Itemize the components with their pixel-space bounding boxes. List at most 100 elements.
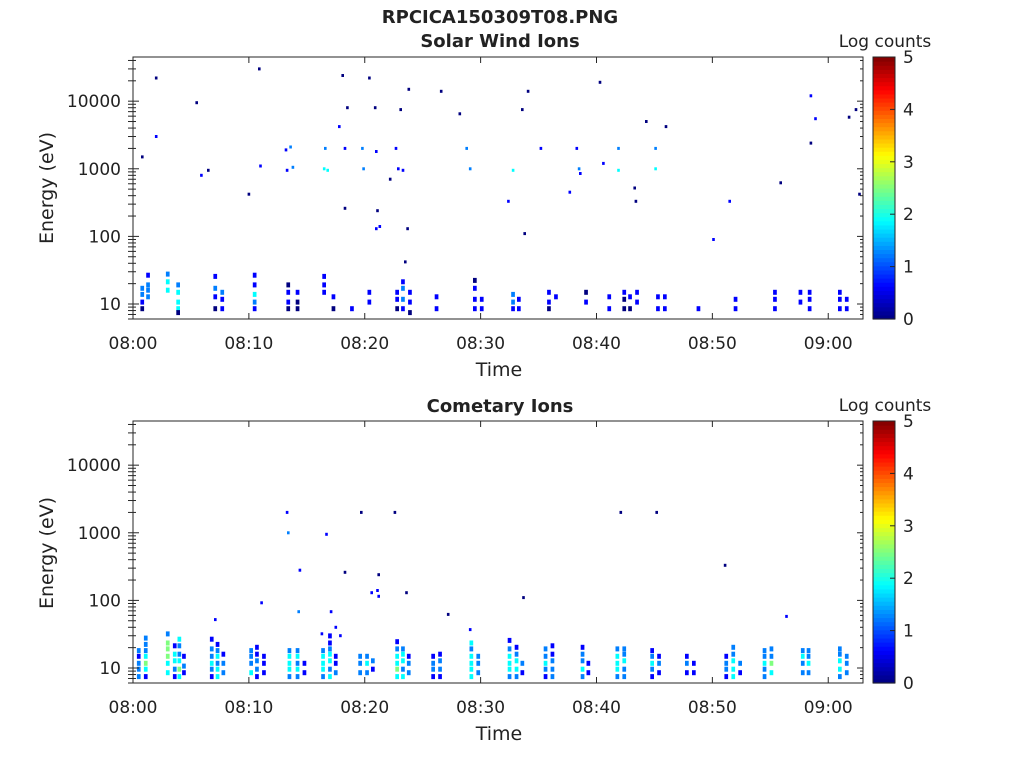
cometary-cell bbox=[731, 644, 736, 650]
cometary-axes: 08:00 08:10 08:20 08:30 08:40 08:50 09:00 10 100… bbox=[67, 420, 864, 718]
cometary-cell bbox=[431, 653, 435, 659]
solar-wind-xtick-label: 08:00 bbox=[109, 334, 158, 354]
cometary-colorbar-band bbox=[873, 482, 895, 488]
solar-wind-xtick-label: 08:50 bbox=[688, 334, 737, 354]
solar-wind-cell bbox=[395, 306, 399, 312]
solar-wind-colorbar-band bbox=[873, 147, 895, 152]
solar-wind-colorbar-band bbox=[873, 73, 895, 79]
solar-wind-cell bbox=[656, 294, 660, 300]
solar-wind-point bbox=[568, 190, 572, 194]
solar-wind-point bbox=[141, 155, 144, 159]
cometary-colorbar-band bbox=[873, 629, 895, 635]
solar-wind-point bbox=[847, 115, 851, 119]
solar-wind-point bbox=[617, 146, 620, 150]
cometary-point bbox=[285, 510, 289, 514]
cometary-cell bbox=[365, 660, 369, 666]
cometary-colorbar-band bbox=[873, 527, 895, 533]
solar-wind-colorbar-label: 1 bbox=[903, 258, 914, 278]
solar-wind-colorbar-band bbox=[873, 118, 895, 124]
solar-wind-colorbar-band bbox=[873, 204, 895, 210]
cometary-cell bbox=[365, 653, 369, 659]
cometary-ytick-label: 100 bbox=[89, 591, 121, 611]
cometary-cell bbox=[255, 651, 259, 657]
cometary-cell bbox=[287, 666, 292, 672]
solar-wind-colorbar-band bbox=[873, 130, 895, 136]
cometary-cell bbox=[580, 651, 585, 657]
cometary-cell bbox=[550, 674, 555, 680]
cometary-colorbar-band bbox=[873, 658, 895, 664]
solar-wind-point bbox=[526, 89, 530, 93]
solar-wind-point bbox=[634, 199, 638, 203]
cometary-cell bbox=[580, 674, 585, 680]
solar-wind-colorbar-band bbox=[873, 138, 895, 144]
cometary-cell bbox=[685, 653, 689, 659]
solar-wind-point bbox=[289, 145, 292, 149]
cometary-colorbar-label: 2 bbox=[903, 569, 914, 589]
cometary-cell bbox=[514, 666, 519, 672]
cometary-panel: Cometary Ions 08:00 08:10 08:20 08:30 08:40 0… bbox=[36, 396, 931, 745]
solar-wind-point bbox=[343, 146, 347, 150]
cometary-colorbar-band bbox=[873, 678, 895, 684]
cometary-cell bbox=[287, 653, 292, 659]
cometary-cell bbox=[550, 658, 555, 664]
cometary-colorbar-band bbox=[873, 637, 895, 643]
cometary-cell bbox=[724, 666, 729, 672]
solar-wind-cell bbox=[517, 296, 521, 302]
solar-wind-point bbox=[341, 74, 344, 77]
cometary-cell bbox=[838, 674, 842, 680]
solar-wind-colorbar-label: Log counts bbox=[839, 32, 932, 52]
solar-wind-xlabel: Time bbox=[475, 359, 523, 381]
cometary-colorbar-band bbox=[873, 461, 895, 467]
cometary-cell bbox=[401, 651, 405, 657]
solar-wind-cell bbox=[622, 306, 627, 312]
solar-wind-cell bbox=[286, 282, 291, 288]
cometary-cell bbox=[249, 653, 253, 659]
cometary-colorbar-band bbox=[873, 441, 895, 447]
solar-wind-point bbox=[809, 94, 813, 98]
solar-wind-cell bbox=[176, 310, 180, 316]
solar-wind-cell bbox=[434, 294, 439, 300]
solar-wind-point bbox=[523, 232, 526, 236]
cometary-cell bbox=[685, 670, 689, 676]
cometary-cell bbox=[476, 660, 481, 666]
cometary-point bbox=[619, 510, 623, 514]
solar-wind-cell bbox=[838, 289, 842, 295]
solar-wind-colorbar-label: 5 bbox=[903, 48, 914, 68]
cometary-cell bbox=[507, 666, 512, 672]
solar-wind-colorbar-band bbox=[873, 93, 895, 99]
solar-wind-point bbox=[378, 225, 382, 228]
cometary-colorbar-band bbox=[873, 597, 895, 602]
solar-wind-cell bbox=[401, 296, 405, 302]
solar-wind-colorbar-band bbox=[873, 57, 895, 62]
solar-wind-cell bbox=[733, 306, 738, 312]
solar-wind-cell bbox=[696, 306, 701, 312]
cometary-cell bbox=[692, 660, 696, 666]
cometary-cell bbox=[469, 666, 474, 672]
cometary-cell bbox=[543, 653, 548, 659]
solar-wind-cell bbox=[408, 299, 412, 305]
cometary-cell bbox=[143, 641, 148, 647]
cometary-cell bbox=[543, 660, 548, 666]
solar-wind-point bbox=[712, 238, 715, 241]
solar-wind-cell bbox=[401, 285, 405, 291]
cometary-colorbar-band bbox=[873, 621, 895, 627]
solar-wind-cell bbox=[773, 306, 777, 312]
solar-wind-colorbar-label: 2 bbox=[903, 205, 914, 225]
solar-wind-point bbox=[154, 135, 158, 138]
cometary-cell bbox=[844, 670, 849, 676]
cometary-colorbar-band bbox=[873, 502, 895, 508]
cometary-cell bbox=[321, 666, 325, 672]
solar-wind-colorbar-band bbox=[873, 81, 895, 87]
solar-wind-colorbar-band bbox=[873, 155, 895, 160]
solar-wind-point bbox=[458, 112, 462, 116]
solar-wind-colorbar-band bbox=[873, 273, 895, 279]
cometary-cell bbox=[650, 666, 654, 672]
cometary-cell bbox=[371, 658, 375, 664]
cometary-cell bbox=[800, 660, 805, 666]
solar-wind-point bbox=[343, 206, 347, 210]
cometary-cell bbox=[358, 670, 362, 676]
solar-wind-cell bbox=[479, 296, 484, 302]
solar-wind-plot-area bbox=[133, 57, 863, 319]
cometary-colorbar-band bbox=[873, 556, 895, 561]
solar-wind-cell bbox=[220, 289, 225, 295]
